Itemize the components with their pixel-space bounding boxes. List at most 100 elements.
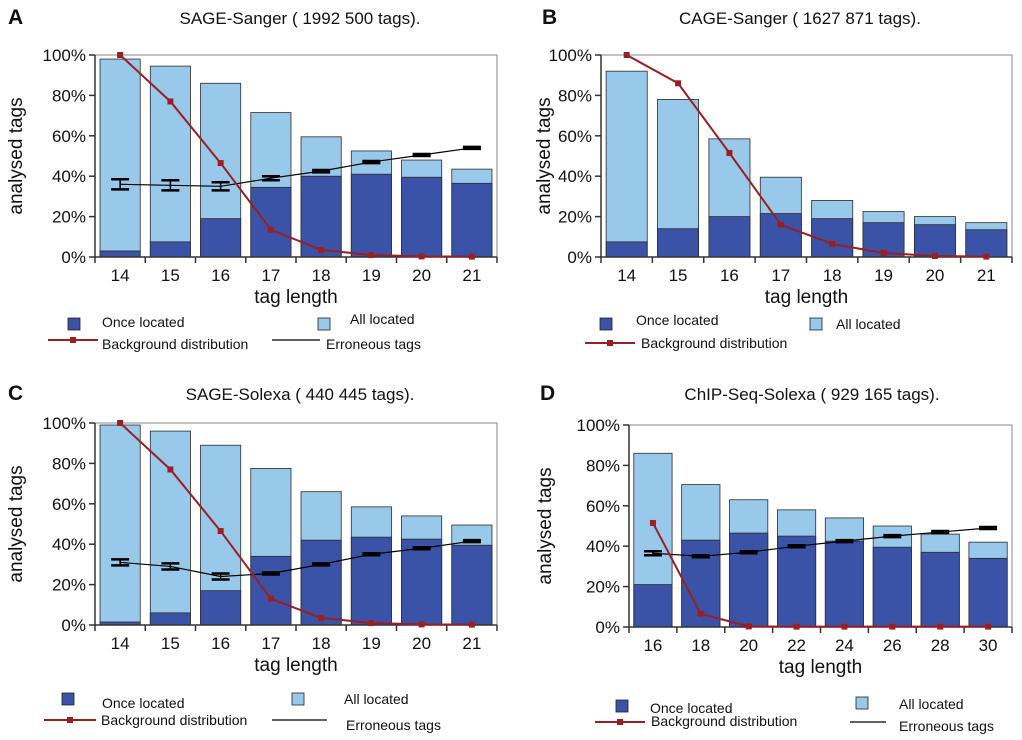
background-distribution-point (117, 52, 124, 58)
background-distribution-point (368, 619, 375, 626)
legend-swatch-once-located (599, 317, 613, 331)
legend-label-background-distribution: Background distribution (102, 336, 248, 352)
y-tick-label: 80% (586, 456, 620, 475)
background-distribution-point (318, 614, 325, 621)
bar-once-located (605, 241, 648, 258)
legend: Once located All located Background distri… (595, 696, 994, 734)
background-distribution-point (985, 623, 992, 630)
y-tick-label: 100% (549, 46, 592, 65)
panel-letter: A (8, 6, 23, 29)
bar-once-located (913, 224, 956, 258)
chart-title: ChIP-Seq-Solexa ( 929 165 tags). (684, 385, 939, 404)
y-tick-label: 40% (52, 535, 86, 554)
background-distribution-point (829, 240, 836, 247)
background-distribution-point (841, 623, 848, 630)
bar-once-located (200, 590, 242, 626)
legend-label-erroneous-tags: Erroneous tags (346, 717, 441, 733)
y-tick-label: 40% (52, 167, 86, 186)
bar-once-located (633, 584, 673, 628)
x-tick-label: 22 (787, 636, 806, 655)
x-tick-label: 21 (977, 266, 996, 285)
y-tick-label: 60% (52, 495, 86, 514)
legend-swatch-all-located (809, 317, 823, 331)
legend-label-background-distribution: Background distribution (651, 713, 797, 729)
background-distribution-point (117, 420, 124, 426)
legend: Once located All located Background distri… (44, 691, 441, 733)
bar-once-located (729, 532, 769, 628)
chart-title: CAGE-Sanger ( 1627 871 tags). (679, 9, 921, 28)
x-tick-label: 18 (691, 636, 710, 655)
bar-once-located (920, 551, 960, 628)
background-distribution-line (119, 422, 472, 626)
bar-once-located (300, 175, 342, 258)
bar-all-located (99, 58, 141, 258)
y-axis-label: analysed tags (534, 97, 555, 214)
x-tick-label: 20 (925, 266, 944, 285)
legend-swatch-background-marker (617, 719, 623, 725)
bar-all-located (149, 430, 191, 626)
x-tick-label: 17 (261, 266, 280, 285)
panel-letter: C (8, 382, 23, 405)
legend-swatch-background-marker (70, 337, 76, 343)
background-distribution-point (777, 221, 784, 228)
legend-swatch-once-located (615, 699, 629, 713)
bar-once-located (872, 546, 912, 628)
legend-label-once-located: Once located (650, 700, 733, 716)
x-tick-label: 28 (931, 636, 950, 655)
legend-swatch-all-located (317, 317, 331, 331)
x-tick-label: 15 (669, 266, 688, 285)
background-distribution-point (318, 246, 325, 253)
y-tick-label: 0% (61, 248, 86, 267)
bar-once-located (657, 228, 700, 258)
legend-label-background-distribution: Background distribution (641, 335, 787, 351)
x-tick-label: 19 (362, 634, 381, 653)
x-axis-label: tag length (254, 655, 337, 676)
background-distribution-point (889, 623, 896, 630)
bar-once-located (350, 536, 392, 626)
bar-once-located (200, 218, 242, 258)
background-distribution-point (623, 52, 630, 58)
chart-panel-c: C SAGE-Solexa ( 440 445 tags). 0% 20% 40% 60%… (6, 382, 498, 733)
background-distribution-point (726, 149, 733, 156)
bar-once-located (401, 538, 443, 626)
y-tick-label: 0% (567, 248, 592, 267)
chart-panel-d: D ChIP-Seq-Solexa ( 929 165 tags). 0% 20% 40… (535, 382, 1013, 734)
bar-once-located (451, 544, 493, 626)
legend-swatch-once-located (61, 692, 75, 706)
bar-once-located (99, 250, 141, 258)
bar-once-located (451, 182, 493, 258)
y-tick-label: 20% (52, 576, 86, 595)
y-tick-label: 20% (52, 208, 86, 227)
background-distribution-point (931, 252, 938, 259)
x-tick-label: 21 (462, 634, 481, 653)
y-tick-label: 40% (586, 537, 620, 556)
chart-panel-b: B CAGE-Sanger ( 1627 871 tags). 0% 20% 40% 60… (534, 6, 1013, 351)
legend-swatch-background-marker (607, 340, 613, 346)
background-distribution-point (697, 610, 704, 617)
x-tick-label: 30 (979, 636, 998, 655)
chart-panel-a: A SAGE-Sanger ( 1992 500 tags). 0% 20% 40% 60… (6, 6, 498, 352)
x-tick-label: 16 (211, 266, 230, 285)
x-tick-label: 21 (462, 266, 481, 285)
background-distribution-point (880, 249, 887, 256)
background-distribution-point (675, 80, 682, 87)
y-tick-label: 80% (52, 454, 86, 473)
bar-once-located (401, 176, 443, 258)
bar-once-located (149, 612, 191, 626)
background-distribution-point (267, 595, 274, 602)
bar-once-located (250, 555, 292, 626)
y-tick-label: 60% (586, 497, 620, 516)
x-tick-label: 15 (161, 634, 180, 653)
x-tick-label: 16 (643, 636, 662, 655)
background-distribution-point (167, 98, 174, 105)
y-tick-label: 0% (61, 616, 86, 635)
x-tick-label: 14 (617, 266, 636, 285)
x-tick-label: 18 (823, 266, 842, 285)
legend-label-once-located: Once located (636, 312, 719, 328)
x-tick-label: 20 (412, 266, 431, 285)
background-distribution-point (267, 226, 274, 233)
y-tick-label: 20% (586, 578, 620, 597)
y-tick-label: 40% (558, 167, 592, 186)
